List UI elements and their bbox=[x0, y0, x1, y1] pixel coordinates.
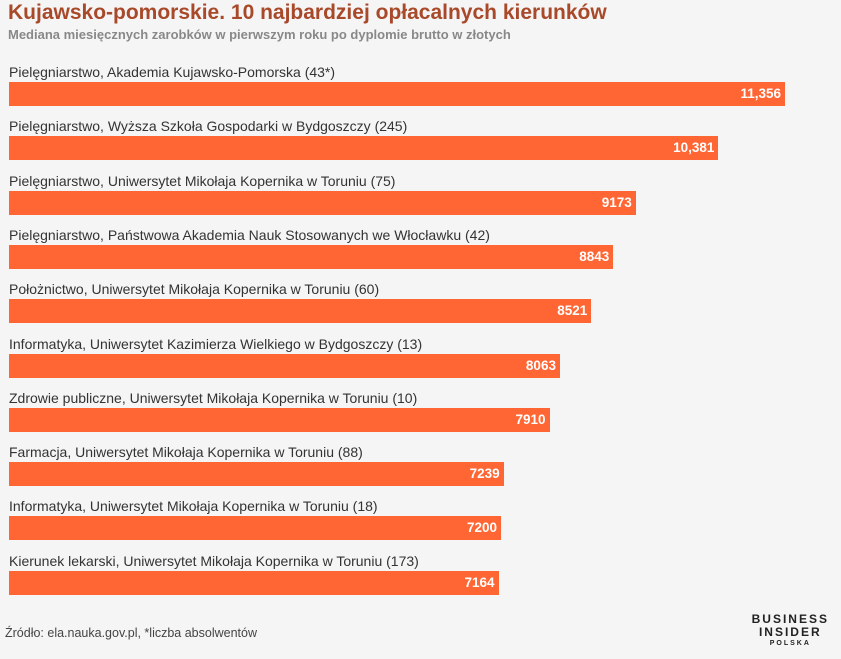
chart-subtitle: Mediana miesięcznych zarobków w pierwszy… bbox=[8, 27, 511, 42]
logo-line-3: POLSKA bbox=[769, 640, 811, 647]
bar-value-label: 7164 bbox=[464, 574, 495, 590]
bar: 7200 bbox=[9, 516, 501, 541]
bar-label: Pielęgniarstwo, Państwowa Akademia Nauk … bbox=[9, 226, 490, 243]
bar: 7910 bbox=[9, 407, 550, 432]
logo-line-1: BUSINESS bbox=[751, 612, 829, 626]
bar-value-label: 7200 bbox=[466, 520, 497, 536]
bar-value-label: 8843 bbox=[579, 248, 610, 264]
bar: 7164 bbox=[9, 570, 499, 595]
bar-value-label: 10,381 bbox=[673, 140, 715, 156]
bar-label: Położnictwo, Uniwersytet Mikołaja Kopern… bbox=[9, 281, 380, 298]
chart-title: Kujawsko-pomorskie. 10 najbardziej opłac… bbox=[8, 1, 607, 24]
bar-value-label: 9173 bbox=[601, 194, 632, 210]
bar-value-label: 8521 bbox=[557, 303, 588, 319]
bar: 7239 bbox=[9, 462, 504, 487]
bar: 9173 bbox=[9, 190, 636, 215]
bar-label: Informatyka, Uniwersytet Mikołaja Kopern… bbox=[9, 498, 378, 515]
bar-label: Pielęgniarstwo, Wyższa Szkoła Gospodarki… bbox=[9, 118, 408, 135]
bar-value-label: 7239 bbox=[469, 466, 500, 482]
source-note: Źródło: ela.nauka.gov.pl, *liczba absolw… bbox=[5, 626, 257, 640]
bar-label: Zdrowie publiczne, Uniwersytet Mikołaja … bbox=[9, 389, 418, 406]
bar: 8521 bbox=[9, 299, 592, 324]
bar-label: Farmacja, Uniwersytet Mikołaja Kopernika… bbox=[9, 444, 363, 461]
bar-label: Informatyka, Uniwersytet Kazimierza Wiel… bbox=[9, 335, 423, 352]
bar-value-label: 11,356 bbox=[740, 86, 781, 101]
bar-value-label: 8063 bbox=[525, 357, 556, 373]
bar: 8063 bbox=[9, 353, 560, 378]
bar-value-label: 7910 bbox=[515, 411, 546, 427]
bar: 10,381 bbox=[9, 136, 719, 161]
bar-label: Kierunek lekarski, Uniwersytet Mikołaja … bbox=[9, 552, 419, 569]
bar-label: Pielęgniarstwo, Akademia Kujawsko-Pomors… bbox=[9, 64, 336, 80]
logo-line-2: INSIDER bbox=[758, 625, 822, 639]
bar-label: Pielęgniarstwo, Uniwersytet Mikołaja Kop… bbox=[9, 172, 396, 189]
business-insider-logo: BUSINESS INSIDER POLSKA bbox=[752, 613, 829, 649]
bar: 11,356 bbox=[9, 82, 785, 106]
bar: 8843 bbox=[9, 244, 614, 269]
